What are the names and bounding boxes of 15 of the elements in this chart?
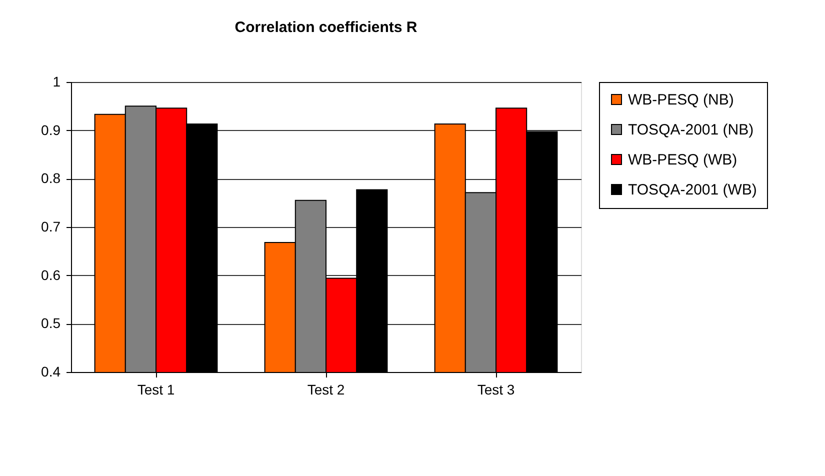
x-tick-label: Test 2 (307, 382, 345, 398)
legend-label: TOSQA-2001 (WB) (628, 182, 757, 198)
y-tick-label: 0.8 (41, 170, 61, 186)
y-tick-label: 1 (52, 74, 61, 90)
legend-label: WB-PESQ (NB) (628, 92, 734, 108)
x-tick-label: Test 3 (477, 382, 515, 398)
y-tick-label: 0.9 (41, 122, 61, 138)
legend-label: WB-PESQ (WB) (628, 152, 738, 168)
legend-label: TOSQA-2001 (NB) (628, 122, 754, 138)
y-tick-label: 0.7 (41, 218, 61, 234)
x-tick-label: Test 1 (137, 382, 175, 398)
y-tick-label: 0.4 (41, 364, 61, 380)
y-tick-label: 0.6 (41, 266, 61, 283)
chart-title: Correlation coefficients R (234, 19, 418, 36)
y-tick-label: 0.5 (41, 315, 61, 332)
